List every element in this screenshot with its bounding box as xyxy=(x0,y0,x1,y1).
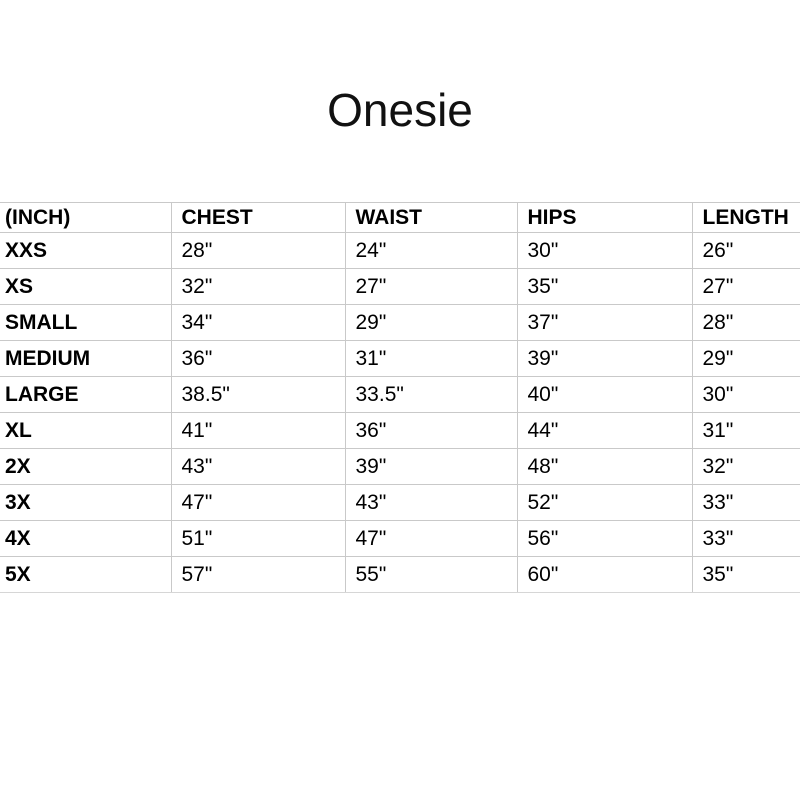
hips-value: 48" xyxy=(516,448,692,485)
size-label: 3X xyxy=(0,484,171,521)
hips-value: 40" xyxy=(516,376,692,413)
waist-value: 27" xyxy=(344,268,517,305)
table-row: 5X 57" 55" 60" 35" xyxy=(0,556,800,593)
waist-value: 31" xyxy=(344,340,517,377)
column-header-waist: WAIST xyxy=(344,202,517,233)
waist-value: 33.5" xyxy=(344,376,517,413)
length-value: 33" xyxy=(691,484,800,521)
length-value: 33" xyxy=(691,520,800,557)
waist-value: 24" xyxy=(344,232,517,269)
waist-value: 29" xyxy=(344,304,517,341)
size-label: 5X xyxy=(0,556,171,593)
column-header-chest: CHEST xyxy=(170,202,345,233)
column-header-length: LENGTH xyxy=(691,202,800,233)
header-row: (INCH) CHEST WAIST HIPS LENGTH xyxy=(0,202,800,233)
length-value: 27" xyxy=(691,268,800,305)
chest-value: 32" xyxy=(170,268,345,305)
page-title: Onesie xyxy=(327,84,473,136)
column-header-size: (INCH) xyxy=(0,202,171,233)
size-label: XL xyxy=(0,412,171,449)
table-row: XL 41" 36" 44" 31" xyxy=(0,412,800,449)
hips-value: 39" xyxy=(516,340,692,377)
chest-value: 28" xyxy=(170,232,345,269)
waist-value: 47" xyxy=(344,520,517,557)
table-row: 3X 47" 43" 52" 33" xyxy=(0,484,800,521)
chest-value: 38.5" xyxy=(170,376,345,413)
length-value: 28" xyxy=(691,304,800,341)
length-value: 31" xyxy=(691,412,800,449)
hips-value: 44" xyxy=(516,412,692,449)
hips-value: 52" xyxy=(516,484,692,521)
hips-value: 30" xyxy=(516,232,692,269)
size-label: XS xyxy=(0,268,171,305)
table-row: 2X 43" 39" 48" 32" xyxy=(0,448,800,485)
table-row: XXS 28" 24" 30" 26" xyxy=(0,232,800,269)
hips-value: 37" xyxy=(516,304,692,341)
length-value: 30" xyxy=(691,376,800,413)
table-row: MEDIUM 36" 31" 39" 29" xyxy=(0,340,800,377)
table-row: 4X 51" 47" 56" 33" xyxy=(0,520,800,557)
length-value: 35" xyxy=(691,556,800,593)
waist-value: 43" xyxy=(344,484,517,521)
length-value: 32" xyxy=(691,448,800,485)
length-value: 26" xyxy=(691,232,800,269)
table-row: SMALL 34" 29" 37" 28" xyxy=(0,304,800,341)
size-label: SMALL xyxy=(0,304,171,341)
chest-value: 34" xyxy=(170,304,345,341)
hips-value: 60" xyxy=(516,556,692,593)
size-label: 4X xyxy=(0,520,171,557)
size-label: MEDIUM xyxy=(0,340,171,377)
size-chart-table: (INCH) CHEST WAIST HIPS LENGTH XXS 28" 24" 30" 2… xyxy=(0,202,800,593)
waist-value: 36" xyxy=(344,412,517,449)
chest-value: 36" xyxy=(170,340,345,377)
chest-value: 41" xyxy=(170,412,345,449)
table-body: XXS 28" 24" 30" 26" XS 32" 27" 35" 27" SMALL 34" 29"… xyxy=(0,232,800,593)
size-label: XXS xyxy=(0,232,171,269)
table-row: LARGE 38.5" 33.5" 40" 30" xyxy=(0,376,800,413)
size-label: LARGE xyxy=(0,376,171,413)
table-row: XS 32" 27" 35" 27" xyxy=(0,268,800,305)
length-value: 29" xyxy=(691,340,800,377)
hips-value: 56" xyxy=(516,520,692,557)
waist-value: 55" xyxy=(344,556,517,593)
size-label: 2X xyxy=(0,448,171,485)
hips-value: 35" xyxy=(516,268,692,305)
column-header-hips: HIPS xyxy=(516,202,692,233)
chest-value: 51" xyxy=(170,520,345,557)
chest-value: 47" xyxy=(170,484,345,521)
waist-value: 39" xyxy=(344,448,517,485)
chest-value: 43" xyxy=(170,448,345,485)
chest-value: 57" xyxy=(170,556,345,593)
